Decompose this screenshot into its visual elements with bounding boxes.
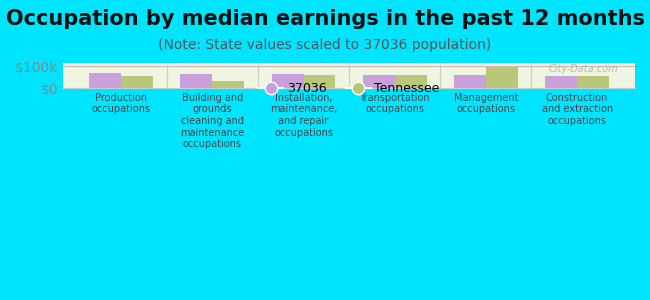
Text: (Note: State values scaled to 37036 population): (Note: State values scaled to 37036 popu… <box>159 38 491 52</box>
Bar <box>363 75 395 88</box>
Bar <box>121 76 153 88</box>
Text: City-Data.com: City-Data.com <box>548 64 618 74</box>
Bar <box>272 74 304 88</box>
Bar <box>181 74 213 88</box>
Bar <box>395 75 426 88</box>
Bar <box>545 76 577 88</box>
Bar <box>577 76 609 88</box>
Bar <box>213 81 244 88</box>
Bar <box>454 75 486 88</box>
Bar <box>89 73 121 88</box>
Legend: 37036, Tennessee: 37036, Tennessee <box>254 77 445 101</box>
Bar <box>304 74 335 88</box>
Text: Occupation by median earnings in the past 12 months: Occupation by median earnings in the pas… <box>5 9 645 29</box>
Bar <box>486 67 518 88</box>
